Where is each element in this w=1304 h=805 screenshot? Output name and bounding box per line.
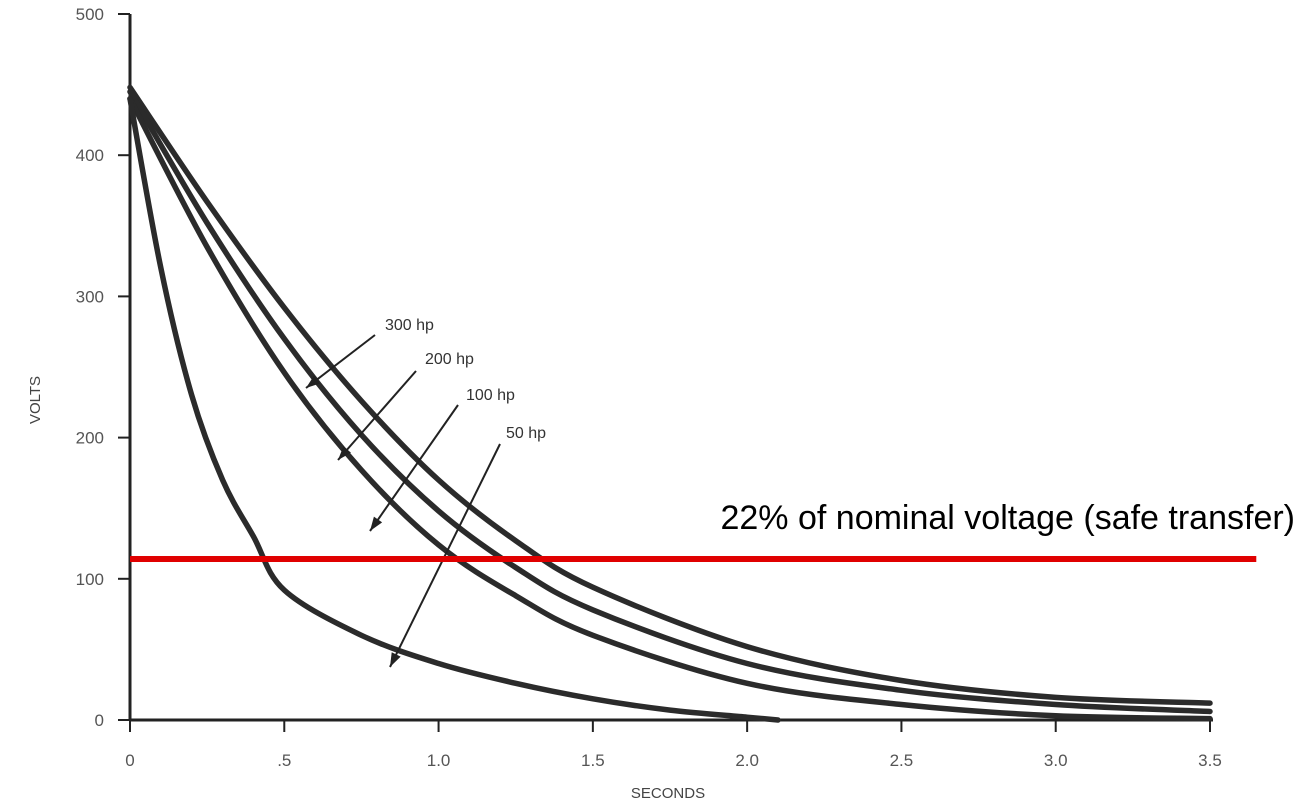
- leader-line: [389, 443, 501, 668]
- x-tick-label: 2.0: [735, 751, 759, 770]
- threshold-group: 22% of nominal voltage (safe transfer): [130, 499, 1295, 563]
- arrowhead-icon: [370, 516, 383, 531]
- x-tick-label: 0: [125, 751, 134, 770]
- y-tick-label: 400: [76, 146, 104, 165]
- series-leader-arrows: [305, 334, 501, 668]
- leader-line: [305, 334, 376, 389]
- arrowhead-icon: [338, 446, 351, 460]
- y-tick-label: 0: [95, 711, 104, 730]
- x-tick-label: 3.0: [1044, 751, 1068, 770]
- axes: [128, 14, 1213, 722]
- y-ticks: 0 100 200 300 400 500: [76, 5, 130, 730]
- series-100hp-line: [127, 95, 1213, 722]
- series-label: 200 hp: [425, 351, 474, 368]
- series-50hp-line: [127, 95, 781, 723]
- y-axis-title: VOLTS: [27, 376, 44, 424]
- arrowhead-icon: [390, 652, 401, 667]
- series-200hp-line: [127, 88, 1213, 715]
- threshold-label: 22% of nominal voltage (safe transfer): [720, 499, 1295, 537]
- series-label: 300 hp: [385, 317, 434, 334]
- y-tick-label: 100: [76, 570, 104, 589]
- series-lines: [127, 84, 1213, 723]
- y-tick-label: 200: [76, 429, 104, 448]
- series-label: 100 hp: [466, 387, 515, 404]
- x-tick-label: 3.5: [1198, 751, 1222, 770]
- x-tick-label: 1.0: [427, 751, 451, 770]
- x-ticks: 0 .5 1.0 1.5 2.0 2.5 3.0 3.5: [125, 720, 1222, 770]
- leader-line: [337, 370, 417, 461]
- series-labels: 300 hp 200 hp 100 hp 50 hp: [385, 317, 546, 442]
- series-300hp-line: [127, 84, 1213, 706]
- x-axis-title: SECONDS: [631, 785, 705, 802]
- x-tick-label: 2.5: [890, 751, 914, 770]
- series-label: 50 hp: [506, 425, 546, 442]
- y-tick-label: 500: [76, 5, 104, 24]
- x-tick-label: .5: [277, 751, 291, 770]
- arrowhead-icon: [306, 375, 321, 388]
- x-tick-label: 1.5: [581, 751, 605, 770]
- leader-line: [369, 404, 459, 532]
- y-tick-label: 300: [76, 287, 104, 306]
